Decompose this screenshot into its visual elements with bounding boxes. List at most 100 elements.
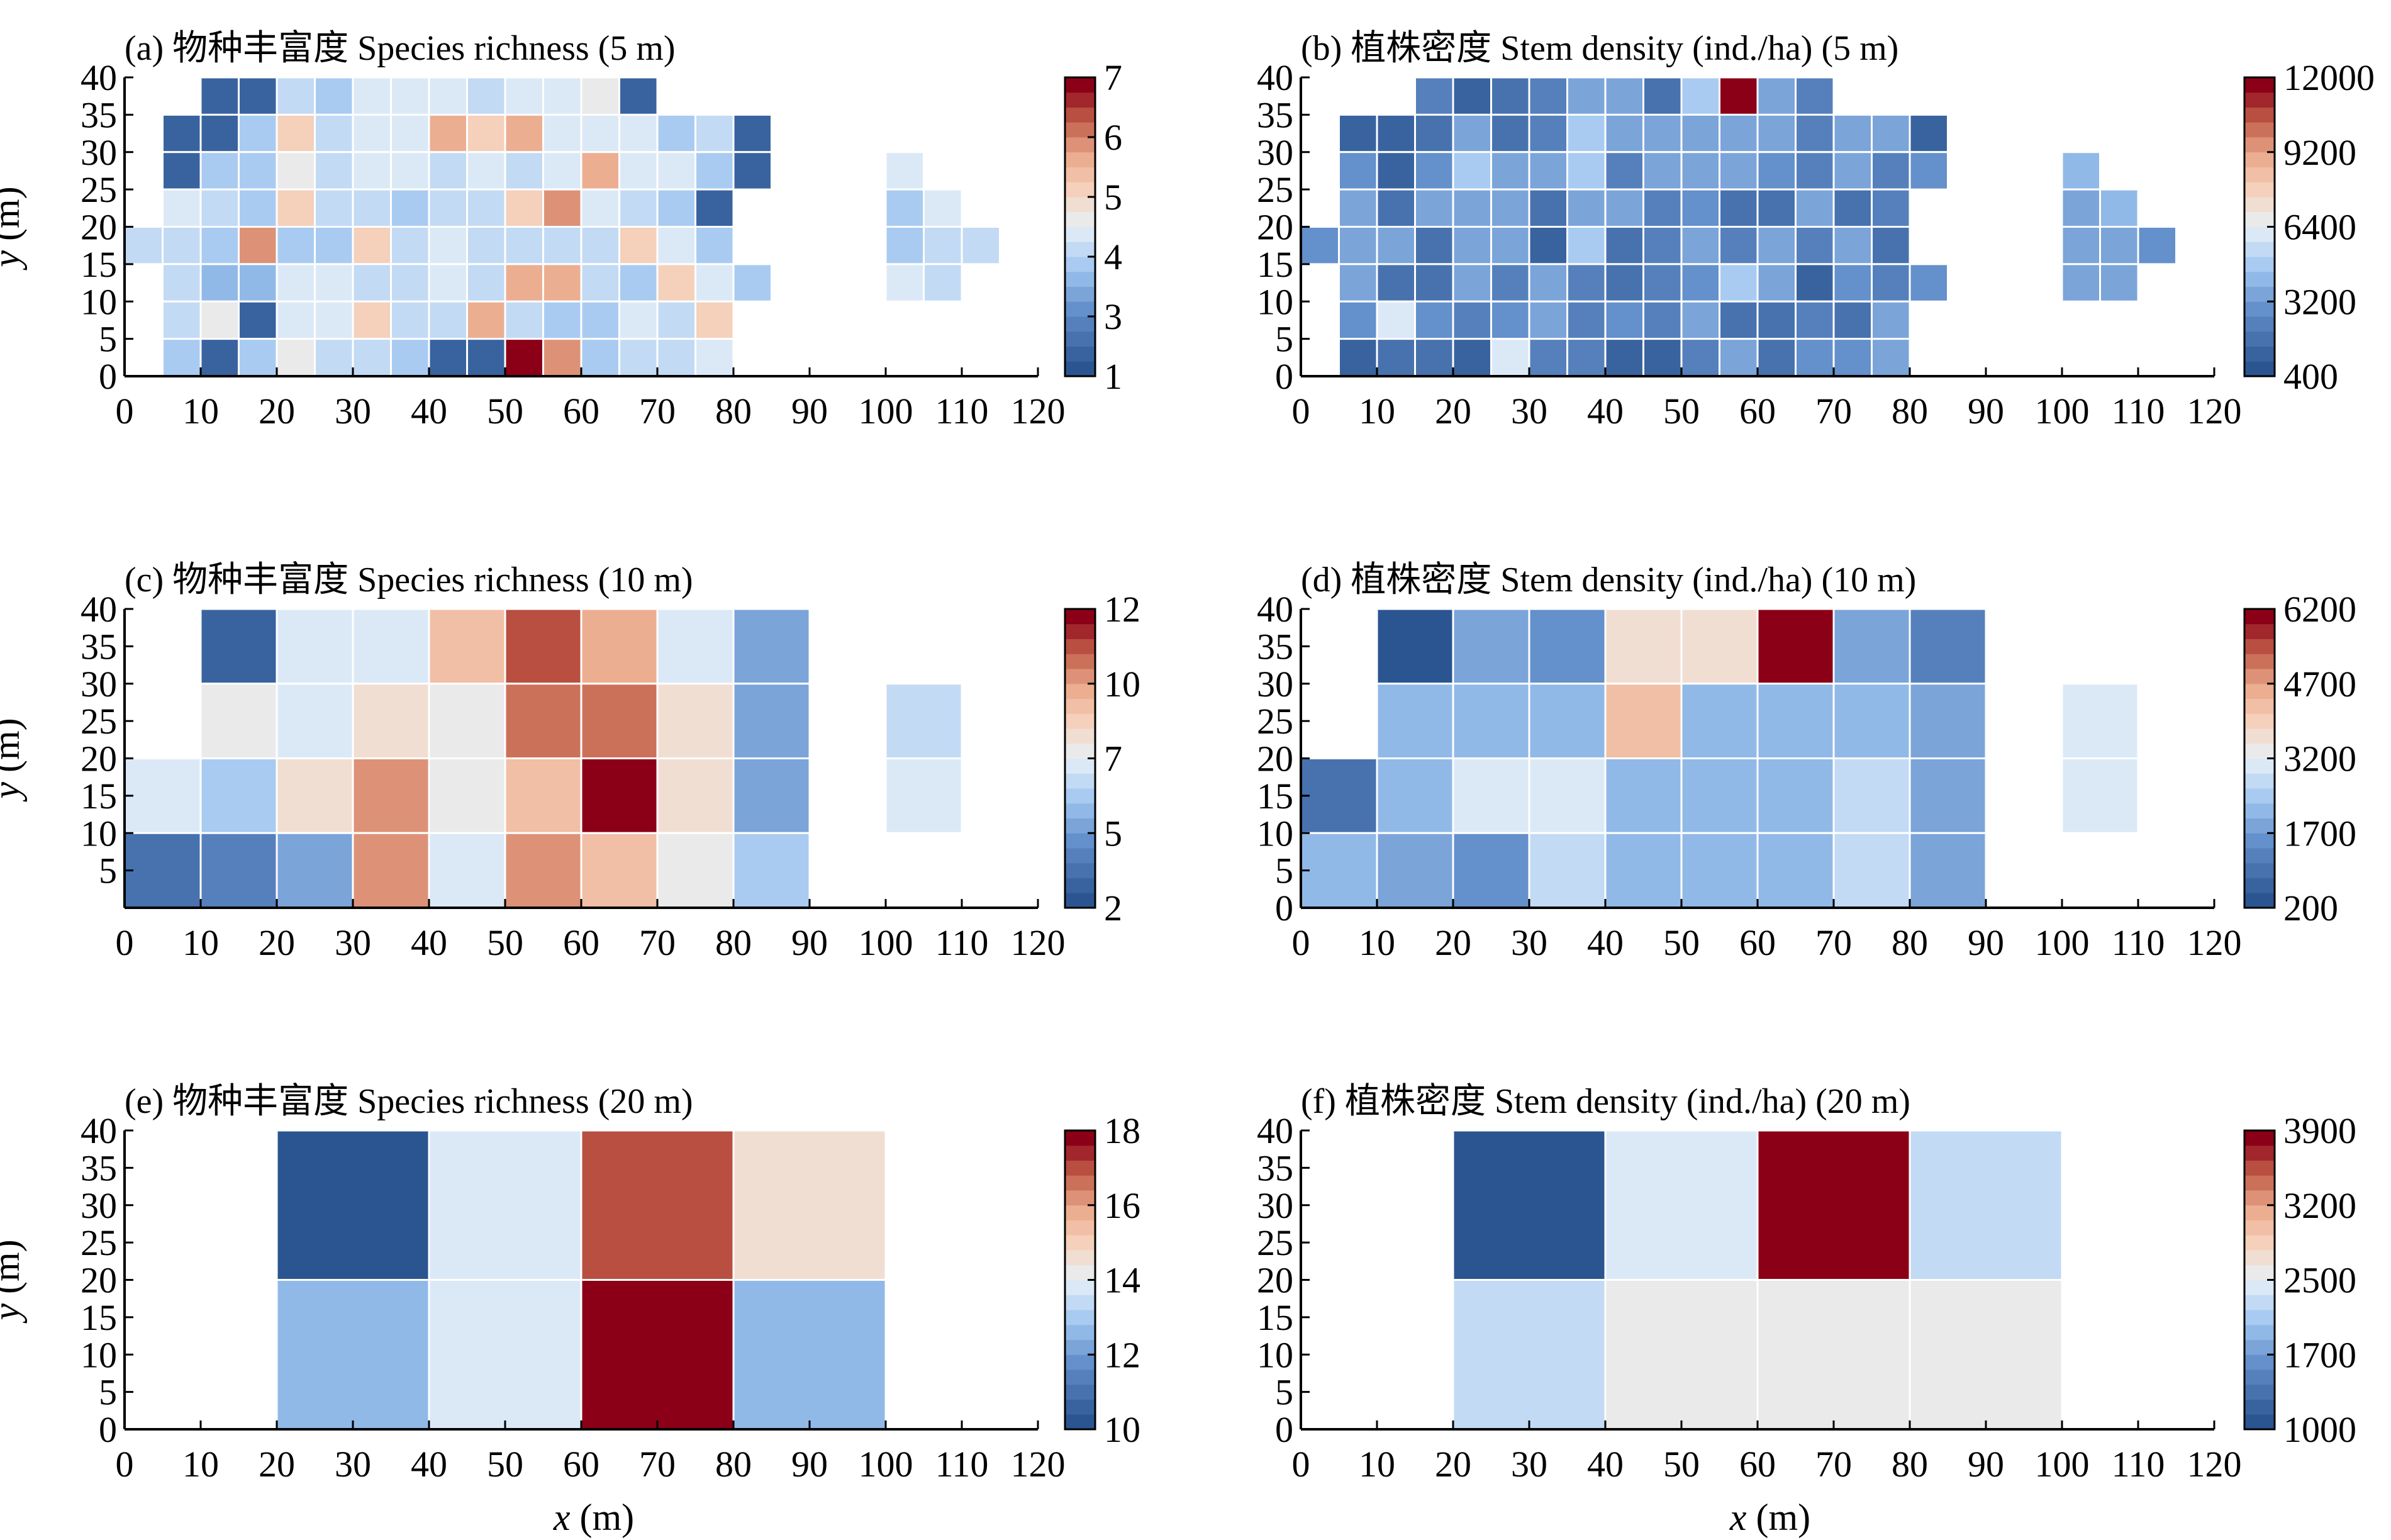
- heatmap-cell: [199, 113, 240, 153]
- heatmap-cell: [1452, 151, 1492, 191]
- heatmap-cell: [1338, 300, 1378, 340]
- y-axis-label: y (m): [0, 718, 27, 802]
- heatmap-cell: [2061, 263, 2101, 303]
- heatmap-cell: [1376, 226, 1416, 265]
- heatmap-cell: [1795, 188, 1835, 228]
- heatmap-cell: [1871, 226, 1911, 265]
- colorbar-segment: [1065, 1190, 1095, 1206]
- heatmap-cell: [1909, 1129, 2063, 1281]
- heatmap-cell: [123, 757, 202, 834]
- heatmap-cell: [1642, 263, 1683, 303]
- x-tick-label: 0: [116, 922, 134, 963]
- x-tick-label: 80: [1892, 1444, 1928, 1485]
- colorbar-tick-label: 2: [1104, 888, 1122, 929]
- heatmap-cell: [1376, 263, 1416, 303]
- y-tick-label: 35: [81, 626, 117, 667]
- y-tick-label: 25: [1257, 1222, 1293, 1263]
- colorbar-segment: [2244, 1205, 2275, 1220]
- y-tick-label: 40: [1257, 1110, 1293, 1151]
- y-tick-label: 35: [1257, 94, 1293, 135]
- heatmap-cell: [428, 1279, 582, 1431]
- heatmap-cell: [466, 263, 506, 303]
- y-tick-label: 15: [81, 244, 117, 285]
- heatmap-cell: [1490, 188, 1530, 228]
- heatmap-cell: [1909, 832, 1987, 909]
- x-tick-label: 60: [1739, 1444, 1776, 1485]
- colorbar-segment: [2244, 1354, 2275, 1370]
- heatmap-cell: [428, 300, 468, 340]
- heatmap-cell: [580, 263, 620, 303]
- x-tick-label: 110: [935, 391, 989, 432]
- colorbar-segment: [1065, 92, 1095, 108]
- heatmap-cell: [2061, 188, 2101, 228]
- colorbar-segment: [1065, 848, 1095, 864]
- colorbar-segment: [1065, 1175, 1095, 1191]
- heatmap-cell: [1719, 113, 1759, 153]
- y-tick-label: 20: [81, 739, 117, 779]
- y-tick-label: 0: [1275, 356, 1293, 397]
- heatmap-cell: [504, 608, 582, 685]
- heatmap-cell: [1604, 608, 1683, 685]
- heatmap-cell: [466, 188, 506, 228]
- colorbar-tick-label: 10: [1104, 664, 1140, 705]
- heatmap-cell: [656, 226, 696, 265]
- heatmap-cell: [1376, 338, 1416, 377]
- x-tick-label: 110: [2112, 922, 2165, 963]
- heatmap-cell: [2099, 263, 2139, 303]
- colorbar-segment: [2244, 242, 2275, 257]
- heatmap-cell: [428, 832, 506, 909]
- heatmap-cell: [1719, 338, 1759, 377]
- y-tick-label: 15: [1257, 244, 1293, 285]
- y-axis-label: y (m): [0, 1239, 27, 1324]
- heatmap-cell: [1490, 338, 1530, 377]
- heatmap-cell: [162, 263, 202, 303]
- colorbar-tick-label: 200: [2283, 888, 2338, 929]
- colorbar-segment: [1065, 623, 1095, 639]
- heatmap-cell: [1756, 151, 1797, 191]
- heatmap-cell: [580, 832, 659, 909]
- heatmap-cell: [656, 608, 735, 685]
- colorbar-segment: [1065, 893, 1095, 908]
- heatmap-cell: [580, 188, 620, 228]
- heatmap-cell: [542, 76, 582, 116]
- heatmap-cell: [1795, 300, 1835, 340]
- colorbar-segment: [1065, 271, 1095, 287]
- colorbar-segment: [1065, 1160, 1095, 1176]
- heatmap-cell: [1528, 113, 1568, 153]
- y-tick-label: 30: [81, 664, 117, 705]
- colorbar-tick-label: 7: [1104, 57, 1122, 98]
- colorbar-segment: [2244, 301, 2275, 317]
- heatmap-cell: [314, 151, 354, 191]
- colorbar-segment: [1065, 1414, 1095, 1430]
- x-axis-label: x (m): [1729, 1497, 1810, 1538]
- heatmap-cell: [352, 113, 392, 153]
- heatmap-cell: [428, 338, 468, 377]
- colorbar-segment: [2244, 361, 2275, 377]
- heatmap-cell: [1528, 76, 1568, 116]
- heatmap-cell: [694, 188, 735, 228]
- heatmap-cell: [1300, 832, 1378, 909]
- y-tick-label: 5: [99, 1372, 117, 1413]
- heatmap-cell: [656, 300, 696, 340]
- heatmap-cell: [1490, 113, 1530, 153]
- y-tick-label: 10: [1257, 281, 1293, 322]
- colorbar-segment: [1065, 1384, 1095, 1400]
- heatmap-cell: [656, 683, 735, 759]
- heatmap-cell: [1832, 226, 1873, 265]
- colorbar-segment: [2244, 669, 2275, 684]
- heatmap-cell: [1832, 151, 1873, 191]
- colorbar-tick-label: 18: [1104, 1110, 1140, 1151]
- heatmap-cell: [466, 76, 506, 116]
- heatmap-cell: [580, 76, 620, 116]
- heatmap-cell: [2061, 226, 2101, 265]
- y-tick-label: 20: [1257, 1260, 1293, 1301]
- heatmap-cell: [1909, 263, 1949, 303]
- heatmap-cell: [2099, 226, 2139, 265]
- heatmap-cell: [1756, 608, 1835, 685]
- heatmap-cell: [466, 338, 506, 377]
- heatmap-cell: [314, 226, 354, 265]
- colorbar-segment: [2244, 1220, 2275, 1236]
- heatmap-cell: [238, 113, 278, 153]
- heatmap-cell: [694, 226, 735, 265]
- colorbar-frame: [1064, 76, 1096, 377]
